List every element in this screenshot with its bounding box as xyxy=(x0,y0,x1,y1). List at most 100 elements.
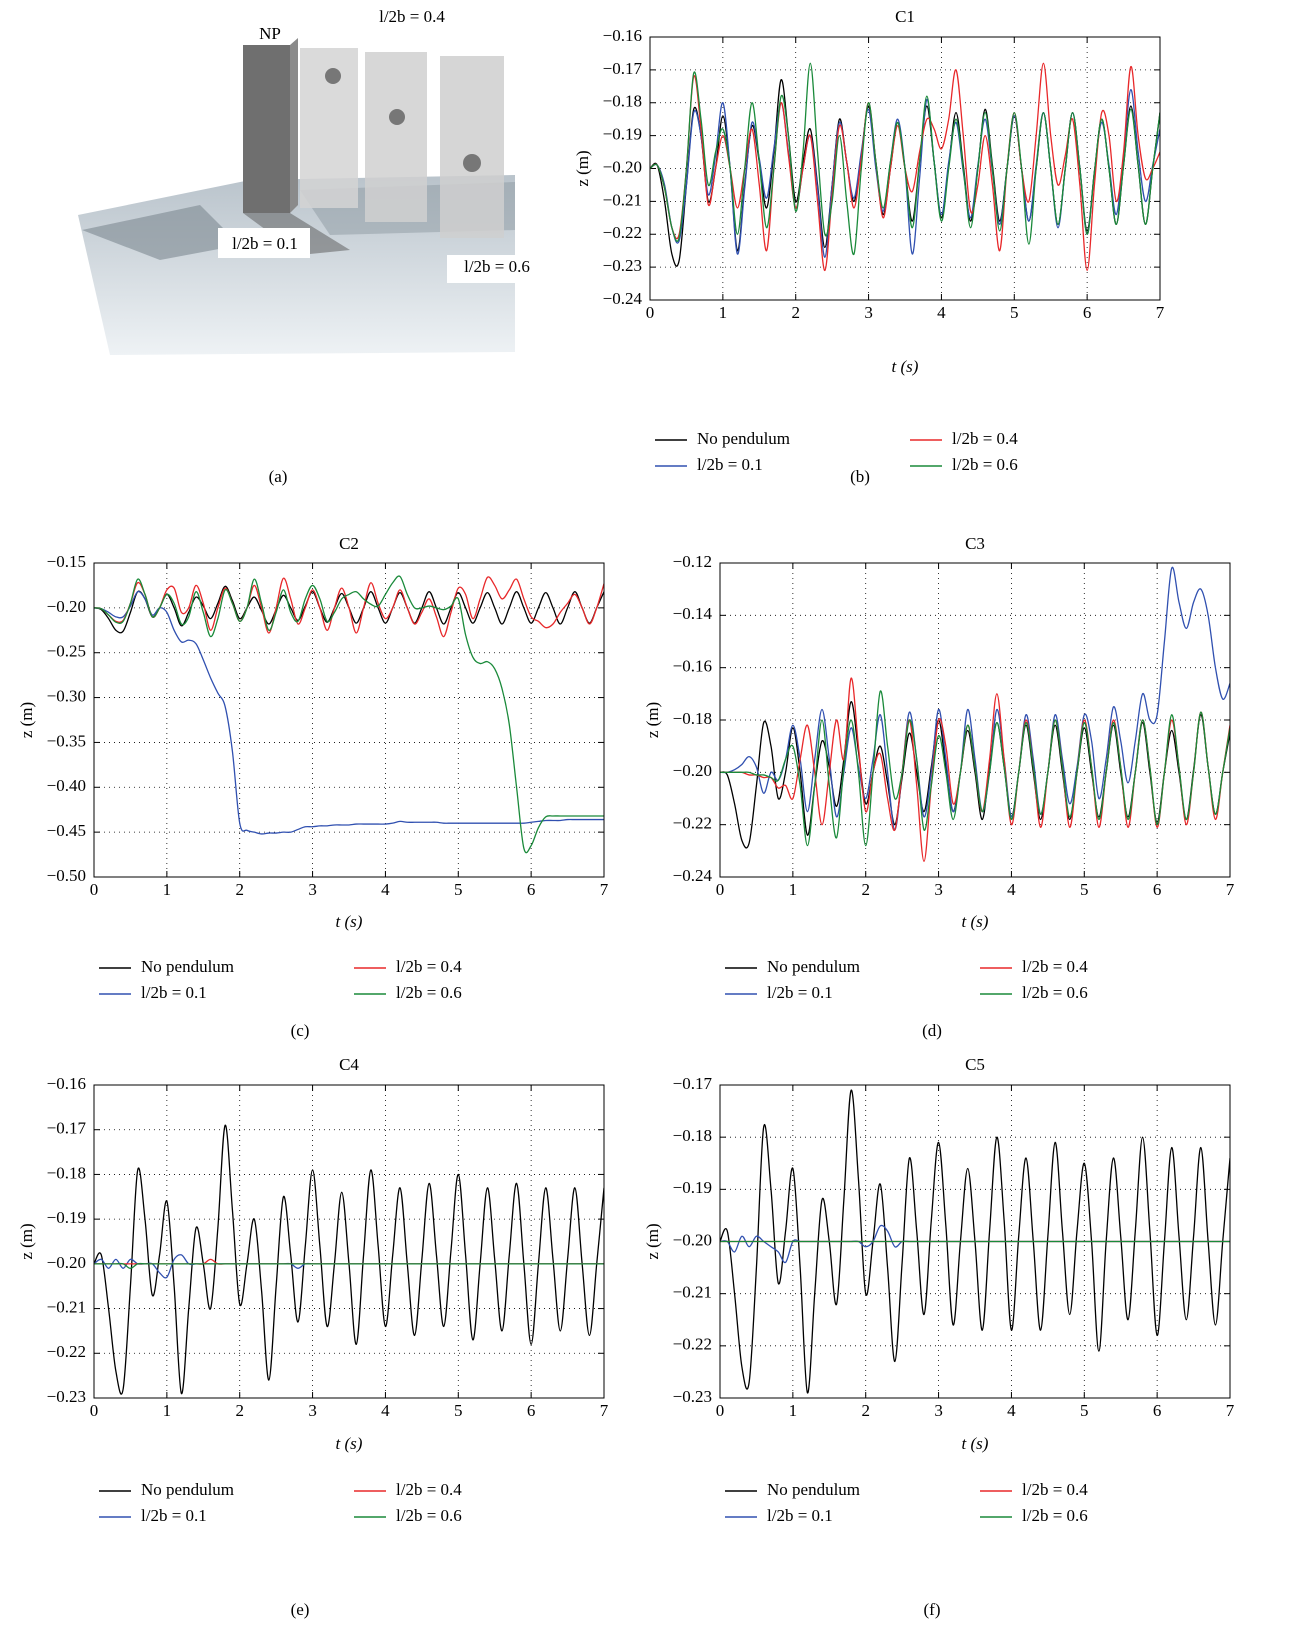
x-tick-label: 6 xyxy=(1153,880,1162,899)
y-tick-label: −0.18 xyxy=(47,1163,86,1182)
x-tick-label: 6 xyxy=(527,880,536,899)
chart: C5 −0.23 −0.22 −0.21 −0.20 −0.19 −0.18 −0.17 0 1 2… xyxy=(643,1055,1235,1619)
y-axis-label: z (m) xyxy=(643,1223,662,1259)
y-tick-label: −0.17 xyxy=(47,1119,87,1138)
y-tick-label: −0.22 xyxy=(603,223,642,242)
chart-title: C1 xyxy=(895,7,915,26)
x-tick-label: 2 xyxy=(861,1401,870,1420)
y-tick-label: −0.20 xyxy=(47,1253,86,1272)
legend-label: No pendulum xyxy=(141,957,234,976)
x-tick-label: 3 xyxy=(308,1401,317,1420)
y-tick-label: −0.18 xyxy=(673,1126,712,1145)
y-tick-label: −0.16 xyxy=(673,657,712,676)
y-tick-label: −0.45 xyxy=(47,821,86,840)
series-line xyxy=(94,1124,604,1395)
plot-frame xyxy=(93,562,605,878)
x-axis-label: t (s) xyxy=(962,1434,989,1453)
legend-label: No pendulum xyxy=(697,429,790,448)
chart-title: C4 xyxy=(339,1055,359,1074)
y-tick-label: −0.20 xyxy=(47,597,86,616)
x-tick-label: 7 xyxy=(600,1401,609,1420)
x-tick-label: 5 xyxy=(454,880,463,899)
x-tick-label: 4 xyxy=(381,1401,390,1420)
x-tick-label: 4 xyxy=(937,303,946,322)
series-line xyxy=(94,590,604,835)
y-tick-label: −0.23 xyxy=(47,1387,86,1406)
x-axis-label: t (s) xyxy=(892,357,919,376)
x-tick-label: 2 xyxy=(861,880,870,899)
legend-label: l/2b = 0.6 xyxy=(1022,983,1088,1002)
y-tick-label: −0.23 xyxy=(603,256,642,275)
y-tick-label: −0.35 xyxy=(47,731,86,750)
series-line xyxy=(720,690,1230,847)
x-tick-label: 2 xyxy=(235,1401,244,1420)
legend-label: l/2b = 0.4 xyxy=(396,957,462,976)
x-tick-label: 2 xyxy=(791,303,800,322)
y-axis-label: z (m) xyxy=(573,150,592,186)
y-tick-label: −0.18 xyxy=(673,709,712,728)
y-tick-label: −0.19 xyxy=(603,125,642,144)
y-tick-label: −0.12 xyxy=(673,552,712,571)
y-axis-label: z (m) xyxy=(17,1223,36,1259)
series-line xyxy=(650,62,1160,255)
y-tick-label: −0.30 xyxy=(47,686,86,705)
chart: C4 −0.23 −0.22 −0.21 −0.20 −0.19 −0.18 −0.17 −0.… xyxy=(17,1055,609,1619)
plot-frame xyxy=(93,1084,605,1399)
chart-title: C3 xyxy=(965,534,985,553)
x-tick-label: 5 xyxy=(454,1401,463,1420)
y-tick-label: −0.14 xyxy=(673,604,713,623)
series-line xyxy=(720,1089,1230,1394)
y-tick-label: −0.20 xyxy=(673,761,712,780)
legend-label: l/2b = 0.4 xyxy=(1022,1480,1088,1499)
caption: (a) xyxy=(269,467,288,486)
legend-label: l/2b = 0.1 xyxy=(767,983,833,1002)
y-axis-label: z (m) xyxy=(643,702,662,738)
chart: C1 −0.24 −0.23 −0.22 −0.21 −0.20 −0.19 −0.18 −0.… xyxy=(573,7,1165,486)
y-tick-label: −0.18 xyxy=(603,92,642,111)
x-tick-label: 1 xyxy=(789,1401,798,1420)
y-axis-label: z (m) xyxy=(17,702,36,738)
series-line xyxy=(94,575,604,854)
x-tick-label: 4 xyxy=(381,880,390,899)
series-line xyxy=(720,566,1230,831)
x-tick-label: 5 xyxy=(1010,303,1019,322)
x-tick-label: 3 xyxy=(308,880,317,899)
x-tick-label: 3 xyxy=(864,303,873,322)
x-tick-label: 6 xyxy=(1083,303,1092,322)
x-tick-label: 1 xyxy=(163,880,172,899)
x-tick-label: 1 xyxy=(163,1401,172,1420)
y-tick-label: −0.25 xyxy=(47,642,86,661)
y-tick-label: −0.20 xyxy=(603,157,642,176)
x-tick-label: 7 xyxy=(1226,1401,1235,1420)
render-label: l/2b = 0.4 xyxy=(379,7,445,26)
x-tick-label: 1 xyxy=(719,303,728,322)
x-tick-label: 1 xyxy=(789,880,798,899)
caption: (c) xyxy=(291,1021,310,1040)
y-tick-label: −0.40 xyxy=(47,776,86,795)
y-tick-label: −0.50 xyxy=(47,866,86,885)
legend-label: l/2b = 0.6 xyxy=(396,983,462,1002)
legend-label: l/2b = 0.1 xyxy=(141,1506,207,1525)
chart: C3 −0.24 −0.22 −0.20 −0.18 −0.16 −0.14 −0.12 0 1 2… xyxy=(643,534,1235,1040)
x-tick-label: 4 xyxy=(1007,1401,1016,1420)
y-tick-label: −0.21 xyxy=(673,1283,712,1302)
y-tick-label: −0.21 xyxy=(47,1297,86,1316)
plot-frame xyxy=(649,36,1161,301)
legend-label: l/2b = 0.6 xyxy=(396,1506,462,1525)
x-tick-label: 5 xyxy=(1080,1401,1089,1420)
x-axis-label: t (s) xyxy=(336,912,363,931)
y-tick-label: −0.22 xyxy=(673,814,712,833)
x-tick-label: 6 xyxy=(1153,1401,1162,1420)
x-tick-label: 3 xyxy=(934,1401,943,1420)
legend-label: l/2b = 0.1 xyxy=(141,983,207,1002)
x-tick-label: 7 xyxy=(600,880,609,899)
legend-label: No pendulum xyxy=(767,957,860,976)
legend-label: l/2b = 0.6 xyxy=(952,455,1018,474)
x-tick-label: 5 xyxy=(1080,880,1089,899)
caption: (d) xyxy=(922,1021,942,1040)
x-tick-label: 7 xyxy=(1156,303,1165,322)
y-tick-label: −0.24 xyxy=(673,866,713,885)
y-tick-label: −0.21 xyxy=(603,190,642,209)
x-tick-label: 0 xyxy=(646,303,655,322)
